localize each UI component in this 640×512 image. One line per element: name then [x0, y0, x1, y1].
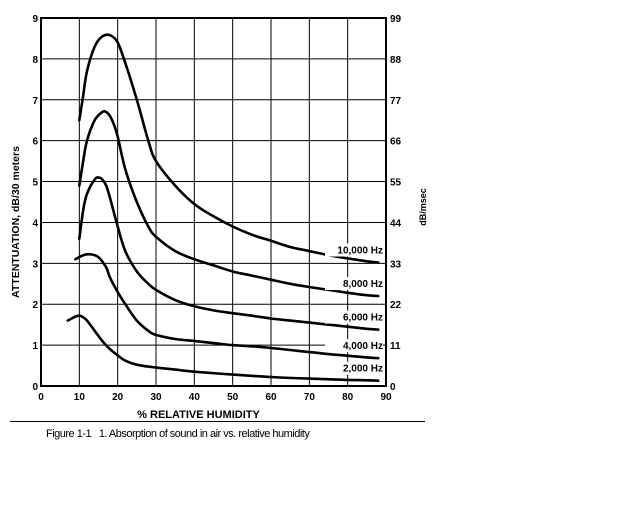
grid	[41, 18, 386, 386]
series-line	[78, 109, 380, 298]
y2-tick-label: 33	[390, 259, 402, 270]
series-label: 8,000 Hz	[343, 279, 383, 290]
series-label-bg	[325, 361, 383, 375]
x-axis-label: % RELATIVE HUMIDITY	[137, 409, 260, 420]
y2-tick-label: 0	[390, 382, 396, 393]
x-tick-label: 40	[189, 392, 201, 403]
x-tick-label: 80	[342, 392, 354, 403]
y2-tick-label: 77	[390, 96, 402, 107]
series-label-bg	[325, 243, 383, 257]
series-label-bg	[325, 339, 383, 353]
y2-tick-label: 88	[390, 55, 402, 66]
secondary-y-axis-label: dB/msec	[418, 188, 428, 226]
y-tick-label: 3	[32, 259, 38, 270]
figure-number: Figure 1-1	[46, 428, 92, 440]
tick-labels: 0 10 20 30 40 50 60 70 80 900 01 112 223 334 445 556 667…	[32, 14, 401, 403]
figure-caption: Figure 1-1 1. Absorption of sound in air…	[46, 428, 310, 440]
y-tick-label: 0	[32, 382, 38, 393]
x-tick-label: 90	[380, 392, 392, 403]
y-tick-label: 5	[32, 178, 38, 189]
series-line	[74, 252, 380, 360]
series-label: 2,000 Hz	[343, 364, 383, 375]
series-label-bg	[325, 310, 383, 324]
y2-tick-label: 55	[390, 178, 402, 189]
x-tick-label: 60	[265, 392, 277, 403]
series-label: 10,000 Hz	[337, 246, 383, 257]
x-tick-label: 50	[227, 392, 239, 403]
y2-tick-label: 99	[390, 14, 402, 25]
y-axis-label: ATTENTUATION, dB/30 meters	[10, 146, 22, 298]
x-tick-label: 70	[304, 392, 316, 403]
y-tick-label: 4	[32, 218, 38, 229]
x-tick-label: 0	[38, 392, 44, 403]
x-tick-label: 10	[74, 392, 86, 403]
y2-tick-label: 11	[390, 341, 401, 352]
series-labels: 10,000 Hz 8,000 Hz 6,000 Hz 4,000 Hz 2,000 H…	[325, 243, 383, 375]
y2-tick-label: 66	[390, 137, 402, 148]
y-tick-label: 2	[32, 300, 38, 311]
series-line	[66, 314, 380, 382]
y-tick-label: 7	[32, 96, 38, 107]
series-label: 4,000 Hz	[343, 341, 383, 352]
y-tick-label: 1	[32, 341, 38, 352]
y-tick-label: 9	[32, 14, 38, 25]
figure-caption-text: 1. Absorption of sound in air vs. relati…	[98, 428, 310, 440]
y2-tick-label: 44	[390, 218, 402, 229]
y-tick-label: 8	[32, 55, 38, 66]
x-tick-label: 30	[150, 392, 162, 403]
series-label-bg	[325, 277, 383, 291]
caption-rule	[10, 421, 425, 422]
series-line	[78, 176, 380, 331]
y-tick-label: 6	[32, 137, 38, 148]
series-line	[78, 33, 380, 264]
y2-tick-label: 22	[390, 300, 402, 311]
series-label: 6,000 Hz	[343, 313, 383, 324]
humidity-attenuation-chart: 10,000 Hz 8,000 Hz 6,000 Hz 4,000 Hz 2,000 H…	[10, 14, 428, 420]
series-lines	[66, 33, 380, 382]
plot-frame	[40, 17, 387, 387]
x-tick-label: 20	[112, 392, 124, 403]
